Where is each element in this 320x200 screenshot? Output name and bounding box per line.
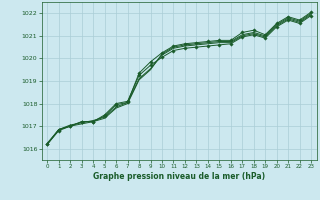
X-axis label: Graphe pression niveau de la mer (hPa): Graphe pression niveau de la mer (hPa) (93, 172, 265, 181)
